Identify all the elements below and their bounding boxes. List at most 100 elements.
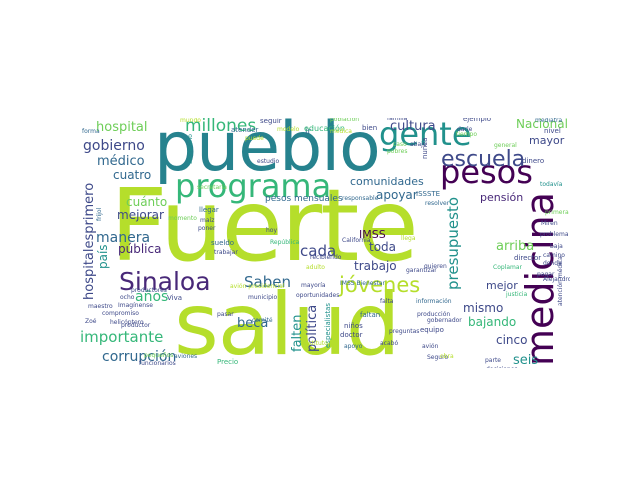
word-equipo: equipo bbox=[420, 326, 444, 334]
word-issste: ISSSTE bbox=[416, 190, 441, 198]
word-quieren: quieren bbox=[424, 263, 447, 270]
word-fuerte: Fuerte bbox=[110, 167, 419, 284]
word-caso: caso bbox=[393, 141, 407, 148]
word-bajando: bajando bbox=[468, 315, 517, 329]
word-viva: Viva bbox=[167, 294, 183, 302]
word-apoyo: apoyo bbox=[344, 343, 363, 350]
word-productor: productor bbox=[121, 322, 151, 329]
word-comunidades: comunidades bbox=[350, 175, 424, 188]
word-imss: IMSS bbox=[359, 228, 386, 241]
word-problema: problema bbox=[540, 231, 569, 238]
word-precio: Precio bbox=[217, 358, 239, 366]
word-responsable: responsable bbox=[342, 195, 379, 202]
word-saben: Saben bbox=[244, 273, 291, 291]
word-pesos: pesos bbox=[440, 153, 533, 191]
word-modelo: modelo bbox=[277, 126, 300, 133]
word-tiempo: tiempo bbox=[456, 131, 478, 138]
word-informacion: información bbox=[416, 298, 452, 305]
word-primero: primero bbox=[82, 182, 97, 234]
word-justicia: justicia bbox=[506, 291, 528, 298]
word-avion: avión bbox=[422, 343, 439, 350]
word-apoyar: apoyar bbox=[376, 188, 418, 202]
word-forma: forma bbox=[82, 128, 100, 135]
word-llegar: llegar bbox=[199, 206, 219, 214]
word-pobres: pobres bbox=[387, 148, 408, 155]
word-publica: pública bbox=[118, 242, 162, 256]
word-programa: programa bbox=[175, 167, 332, 205]
word-director: director bbox=[514, 254, 542, 262]
word-cada: cada bbox=[300, 242, 337, 260]
word-cuatro: cuatro bbox=[113, 168, 152, 182]
word-medica: médica bbox=[330, 128, 352, 135]
word-anos: años bbox=[135, 289, 169, 305]
word-alejandro: Alejandro bbox=[543, 276, 570, 283]
word-medico: médico bbox=[97, 154, 145, 169]
word-salud: salud bbox=[174, 275, 400, 368]
word-pais: país bbox=[96, 244, 110, 269]
word-dinero: dinero bbox=[522, 157, 545, 165]
word-cultura: cultura bbox=[390, 119, 436, 134]
word-mayor: mayor bbox=[529, 134, 565, 147]
word-productores: productores bbox=[131, 287, 167, 294]
word-presupuesto: presupuesto bbox=[444, 196, 462, 290]
word-pagar: pagar bbox=[537, 271, 555, 278]
word-imss-bienestar: IMSS Bienestar bbox=[340, 280, 386, 287]
word-millones: millones bbox=[185, 118, 257, 136]
word-trabajo: trabajo bbox=[354, 259, 397, 273]
word-miren: Miren bbox=[541, 220, 558, 227]
word-decisiones: decisiones bbox=[486, 367, 518, 369]
word-municipio: municipio bbox=[248, 294, 278, 301]
word-secretario: secretario bbox=[187, 134, 194, 164]
word-toda: toda bbox=[369, 240, 397, 254]
word-beca: beca bbox=[237, 316, 269, 331]
word-mejor: mejor bbox=[486, 279, 518, 292]
word-trabajar: trabajar bbox=[214, 249, 238, 256]
word-camino: camino bbox=[543, 252, 565, 259]
word-avion-presidencial: avión presidencial bbox=[230, 283, 285, 290]
word-importante: importante bbox=[80, 328, 164, 346]
word-manera: manera bbox=[96, 230, 151, 246]
word-mismo: mismo bbox=[463, 301, 504, 315]
word-produccion: producción bbox=[417, 311, 451, 318]
word-hospital: hospital bbox=[96, 120, 148, 135]
word-pequenos: pequeños bbox=[144, 352, 174, 359]
word-corrupcion: corrupción bbox=[102, 349, 177, 365]
word-doctor: doctor bbox=[340, 331, 363, 339]
word-frijol: frijol bbox=[96, 207, 103, 221]
word-seguir: seguir bbox=[260, 118, 282, 125]
word-falta: falta bbox=[380, 298, 394, 305]
word-familia: familia bbox=[387, 118, 408, 122]
word-poblacion: población bbox=[330, 118, 360, 123]
word-hospitalesprimero: hospitalesprimero bbox=[82, 182, 97, 300]
word-abajo: abajo bbox=[410, 141, 427, 148]
word-recibiendo: recibiendo bbox=[310, 254, 342, 261]
word-ocho: ocho bbox=[120, 294, 135, 301]
word-todavia: todavía bbox=[540, 181, 563, 188]
word-seguro: Seguro bbox=[427, 354, 449, 361]
word-hoy: hoy bbox=[266, 227, 278, 234]
word-hospitales: hospitales bbox=[82, 233, 97, 300]
word-adulto: adulto bbox=[306, 264, 325, 271]
word-faltan: faltan bbox=[360, 311, 381, 319]
word-mundo: mundo bbox=[180, 118, 201, 124]
word-primera: primera bbox=[545, 209, 569, 216]
word-cloud: Fuerte salud pueblo programa gente pesos… bbox=[80, 118, 570, 368]
word-gobierno: gobierno bbox=[83, 138, 145, 154]
word-bien: bien bbox=[362, 124, 378, 132]
word-ninos: niños bbox=[344, 322, 363, 330]
word-coplamar: Coplamar bbox=[493, 264, 523, 271]
word-jovenes: jóvenes bbox=[339, 273, 421, 297]
word-escuela: escuela bbox=[441, 147, 526, 172]
word-imaginense: Imagínense bbox=[118, 302, 153, 309]
word-comite: comité bbox=[252, 317, 273, 324]
word-instituto: instituto bbox=[303, 340, 328, 347]
word-maestro: maestro bbox=[88, 303, 113, 310]
word-helicoptero: helicóptero bbox=[110, 319, 144, 326]
word-estudio: estudio bbox=[257, 158, 280, 165]
word-nacional: Nacional bbox=[516, 118, 568, 131]
word-donde: donde bbox=[543, 260, 562, 267]
word-resolver: resolver bbox=[425, 200, 450, 207]
word-seis: seis bbox=[513, 353, 539, 368]
word-funcionarios: funcionarios bbox=[139, 360, 176, 367]
